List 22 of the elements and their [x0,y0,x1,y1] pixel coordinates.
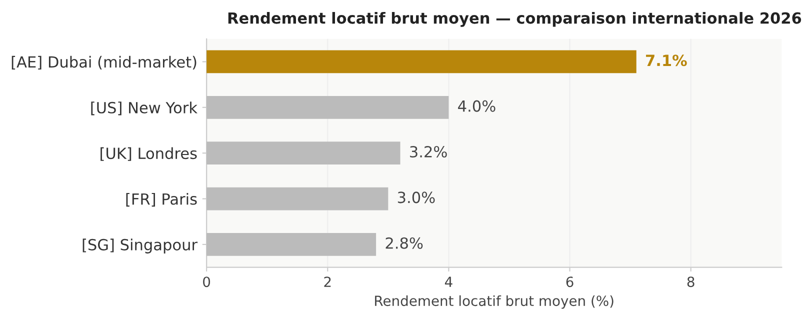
data-label: 3.2% [410,146,447,158]
x-tick-label: 4 [444,276,452,287]
y-tick-label: [SG] Singapour [82,238,198,254]
bar [206,50,636,74]
x-tick-label: 2 [324,276,331,287]
x-axis-title: Rendement locatif brut moyen (%) [375,295,614,309]
bar [206,142,400,165]
y-tick-label: [FR] Paris [126,192,197,207]
data-label: 4.0% [458,100,496,112]
y-tick-label: [AE] Dubai (mid-market) [12,56,196,70]
bar [206,233,376,256]
data-label: 7.1% [646,54,687,66]
y-tick-label: [UK] Londres [100,147,197,161]
data-label: 3.0% [398,192,435,204]
x-tick-label: 8 [687,276,694,288]
y-tick-label: [US] New York [91,102,198,116]
x-tick-label: 6 [566,276,574,288]
data-label: 2.8% [386,237,423,249]
bar [206,96,449,119]
chart-title: Rendement locatif brut moyen — comparaison internationale 2026 [228,12,802,27]
x-tick-label: 0 [203,276,210,288]
bar [206,187,388,210]
